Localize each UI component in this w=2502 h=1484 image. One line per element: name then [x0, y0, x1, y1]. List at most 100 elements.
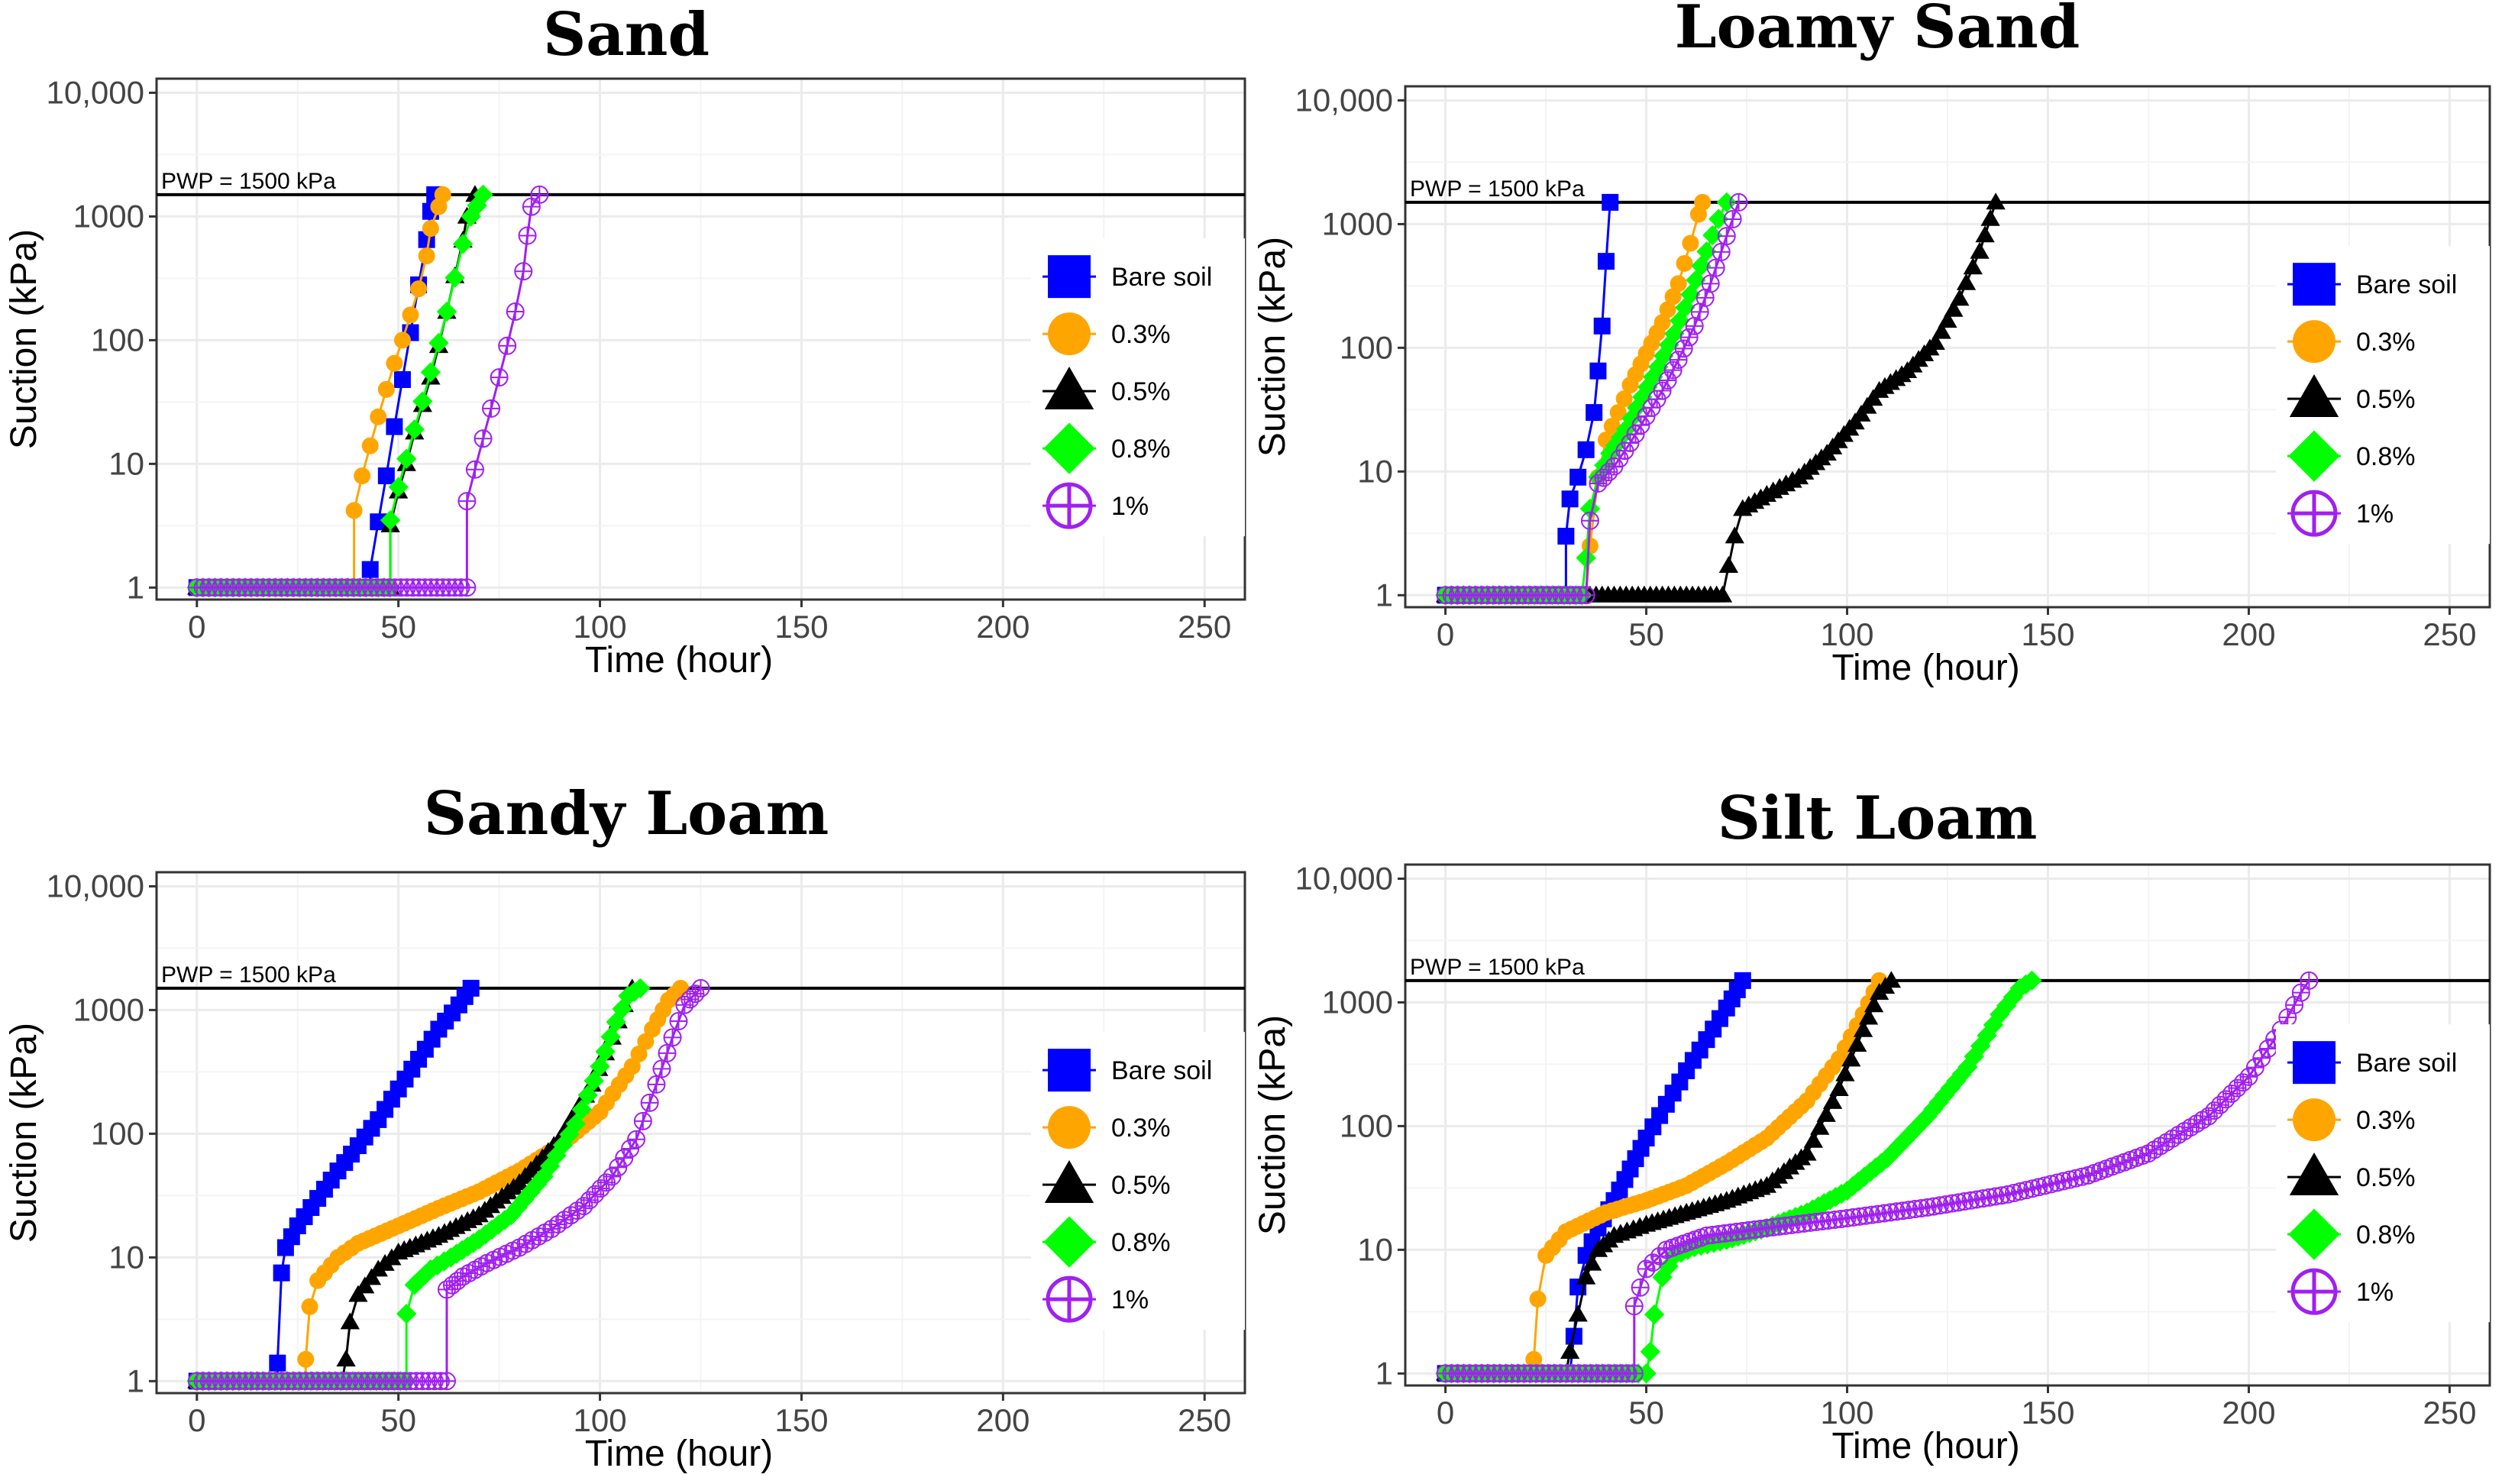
legend-label: 0.3%	[2356, 1106, 2416, 1135]
data-point	[1576, 548, 1596, 568]
data-point	[1589, 362, 1607, 380]
data-point	[1725, 526, 1744, 544]
series-1-	[1436, 192, 1748, 605]
legend-key-marker	[1048, 1049, 1091, 1092]
x-axis-title: Time (hour)	[585, 1434, 773, 1474]
x-tick-label: 100	[1820, 1395, 1873, 1431]
data-point	[627, 1130, 646, 1149]
data-point	[301, 1298, 318, 1315]
data-point	[444, 267, 465, 288]
data-point	[457, 492, 477, 511]
data-point	[355, 1276, 375, 1294]
x-axis-title: Time (hour)	[1831, 648, 2019, 688]
data-point	[457, 578, 477, 597]
legend-label: Bare soil	[2356, 1049, 2457, 1078]
data-point	[1602, 193, 1619, 211]
y-tick-label: 10,000	[1295, 82, 1393, 118]
data-point	[2022, 970, 2042, 991]
data-point	[565, 1114, 587, 1134]
data-point	[1653, 314, 1671, 331]
data-point	[623, 1058, 641, 1075]
y-tick-label: 100	[1340, 329, 1393, 365]
data-point	[1603, 418, 1621, 435]
y-tick-label: 100	[91, 1115, 144, 1151]
series-line	[196, 194, 541, 589]
data-point	[1917, 1106, 1938, 1127]
series-1-	[1436, 971, 2319, 1383]
data-point	[404, 1275, 425, 1295]
legend-label: 0.5%	[1111, 1171, 1171, 1200]
legend-key-marker	[2293, 1041, 2336, 1085]
data-point	[1899, 1124, 1921, 1145]
y-axis-title: Suction (kPa)	[1253, 1015, 1293, 1235]
data-point	[410, 280, 428, 298]
data-point	[1963, 257, 1983, 275]
x-tick-label: 100	[574, 1402, 627, 1438]
data-point	[2300, 971, 2319, 990]
data-point	[418, 247, 435, 265]
x-tick-label: 250	[1178, 1402, 1231, 1438]
legend-key-marker	[2293, 1098, 2336, 1142]
data-point	[647, 1075, 666, 1094]
series-1-	[187, 978, 710, 1391]
data-point	[522, 197, 541, 216]
y-tick-label: 1000	[73, 198, 144, 234]
data-point	[1621, 408, 1642, 429]
data-point	[1653, 381, 1672, 400]
data-point	[420, 362, 441, 383]
legend-label: 0.5%	[1111, 377, 1171, 406]
data-point	[1586, 404, 1603, 422]
data-point	[354, 467, 371, 485]
data-point	[474, 429, 493, 448]
data-point	[1658, 371, 1677, 390]
data-point	[612, 998, 632, 1020]
data-point	[1615, 390, 1633, 408]
data-point	[494, 1210, 516, 1230]
data-point	[590, 1056, 610, 1077]
data-point	[393, 371, 411, 389]
pwp-label: PWP = 1500 kPa	[1410, 176, 1585, 202]
data-point	[571, 1099, 593, 1120]
data-point	[1664, 288, 1682, 306]
series-line	[196, 194, 484, 589]
series-0-8-	[186, 978, 651, 1392]
legend-label: 0.8%	[2356, 442, 2416, 471]
x-tick-label: 50	[1628, 1395, 1664, 1431]
legend-label: 0.8%	[1111, 1228, 1171, 1257]
x-tick-label: 150	[2021, 616, 2074, 652]
data-point	[577, 1085, 598, 1106]
data-point	[1568, 1305, 1588, 1322]
data-point	[514, 262, 533, 281]
data-point	[1691, 255, 1712, 276]
y-tick-label: 10	[1357, 453, 1393, 489]
data-point	[386, 418, 403, 435]
legend-key-marker	[2293, 320, 2336, 364]
data-point	[633, 1111, 652, 1130]
series-line	[196, 987, 702, 1382]
pwp-label: PWP = 1500 kPa	[161, 169, 336, 194]
chart-panel-4: Silt Loam PWP = 1500 kPa 0 50 100 150 200 250 1 1…	[1253, 784, 2491, 1466]
data-point	[1637, 1259, 1656, 1279]
y-tick-label: 10,000	[1295, 860, 1393, 896]
legend-label: Bare soil	[2356, 270, 2457, 299]
data-point	[1956, 273, 1977, 290]
data-point	[1675, 297, 1695, 318]
data-point	[546, 1145, 567, 1166]
data-point	[2193, 1111, 2212, 1130]
data-point	[1803, 1130, 1823, 1148]
data-point	[415, 1264, 436, 1285]
data-point	[1561, 490, 1579, 508]
data-point	[1858, 1007, 1879, 1025]
data-point	[1970, 241, 1990, 259]
data-point	[1829, 1078, 1849, 1096]
data-point	[1906, 1118, 1926, 1139]
y-axis-title: Suction (kPa)	[1253, 237, 1293, 457]
legend-label: Bare soil	[1111, 263, 1212, 292]
data-point	[518, 226, 537, 245]
series-line	[196, 988, 634, 1382]
y-tick-label: 1	[1375, 577, 1393, 613]
data-point	[663, 1028, 682, 1047]
chart-panel-3: Sandy Loam PWP = 1500 kPa 0 50 100 150 200 250 1…	[4, 779, 1246, 1474]
legend-key-marker	[2290, 1268, 2338, 1315]
